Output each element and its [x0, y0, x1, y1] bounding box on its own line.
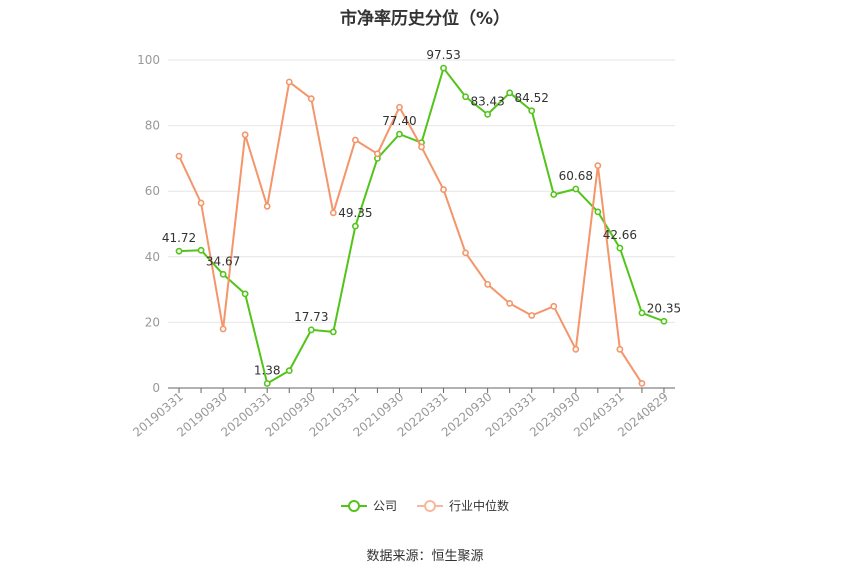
- data-point: [175, 247, 183, 255]
- chart-title: 市净率历史分位（%）: [339, 9, 511, 29]
- data-label: 77.40: [382, 114, 416, 128]
- data-point: [484, 280, 492, 288]
- legend-item-industry[interactable]: 行业中位数: [417, 497, 509, 514]
- data-point: [462, 93, 469, 101]
- grid-lines: [168, 59, 675, 323]
- data-point: [418, 143, 425, 151]
- data-source: 数据来源：恒生聚源: [366, 549, 484, 564]
- data-point: [506, 89, 514, 97]
- legend-industry-label: 行业中位数: [449, 499, 510, 513]
- data-point: [440, 186, 447, 193]
- y-tick-label: 20: [145, 315, 160, 329]
- data-label: 42.66: [603, 228, 637, 242]
- data-labels: 41.72 34.67 1.38 17.73 49.35 77.40 97.53 83.43 8…: [162, 48, 681, 377]
- data-point: [241, 131, 249, 139]
- data-point: [285, 367, 293, 375]
- data-label: 17.73: [294, 310, 328, 324]
- data-point: [396, 130, 403, 138]
- data-point: [638, 380, 646, 387]
- data-point: [572, 345, 580, 353]
- data-point: [351, 222, 359, 230]
- data-point: [263, 202, 271, 210]
- data-point: [351, 136, 359, 144]
- data-point: [594, 208, 602, 216]
- data-point: [484, 110, 492, 118]
- data-label: 20.35: [647, 301, 681, 315]
- data-point: [616, 244, 624, 252]
- y-tick-label: 40: [145, 250, 160, 264]
- data-point: [572, 185, 580, 193]
- y-tick-label: 100: [137, 53, 160, 67]
- series-line-1: [178, 80, 643, 384]
- data-label: 83.43: [470, 94, 504, 108]
- data-point: [528, 107, 536, 115]
- data-label: 34.67: [206, 254, 240, 268]
- data-point: [660, 317, 668, 325]
- data-point: [616, 345, 624, 353]
- data-point: [396, 103, 403, 111]
- data-point: [374, 150, 381, 158]
- data-point: [506, 299, 514, 307]
- data-point: [307, 95, 315, 103]
- data-label: 84.52: [515, 91, 549, 105]
- data-point: [329, 209, 337, 217]
- data-label: 60.68: [559, 169, 593, 183]
- data-point: [219, 325, 227, 333]
- data-point: [550, 302, 558, 310]
- data-point: [550, 191, 558, 198]
- data-point: [307, 326, 315, 334]
- data-point: [197, 246, 205, 254]
- data-point: [329, 328, 337, 336]
- legend-industry-marker: [417, 499, 443, 512]
- data-point: [285, 78, 293, 86]
- data-point: [241, 290, 249, 298]
- line-chart: 0 20 40 60 80 100 201903312019093020200331202…: [130, 48, 681, 440]
- data-label: 49.35: [338, 206, 372, 220]
- data-label: 41.72: [162, 231, 196, 245]
- data-point: [594, 162, 602, 170]
- data-label: 97.53: [426, 48, 460, 62]
- data-point: [638, 309, 646, 317]
- data-point: [263, 380, 271, 387]
- x-axis: 2019033120190930202003312020093020210331…: [130, 387, 675, 440]
- legend-item-company[interactable]: 公司: [340, 497, 397, 514]
- data-point: [219, 270, 227, 278]
- y-axis: 0 20 40 60 80 100: [137, 53, 160, 395]
- y-tick-label: 0: [152, 381, 160, 395]
- data-point: [197, 199, 205, 207]
- y-tick-label: 60: [145, 184, 160, 198]
- series-layer: [175, 64, 668, 387]
- legend-company-label: 公司: [372, 499, 397, 513]
- data-point: [462, 249, 469, 257]
- legend-company-marker: [340, 499, 367, 512]
- y-tick-label: 80: [145, 119, 160, 133]
- data-point: [175, 152, 183, 160]
- legend: 公司 行业中位数: [0, 497, 850, 514]
- data-point: [528, 312, 536, 319]
- data-label: 1.38: [254, 363, 281, 377]
- data-point: [440, 64, 447, 72]
